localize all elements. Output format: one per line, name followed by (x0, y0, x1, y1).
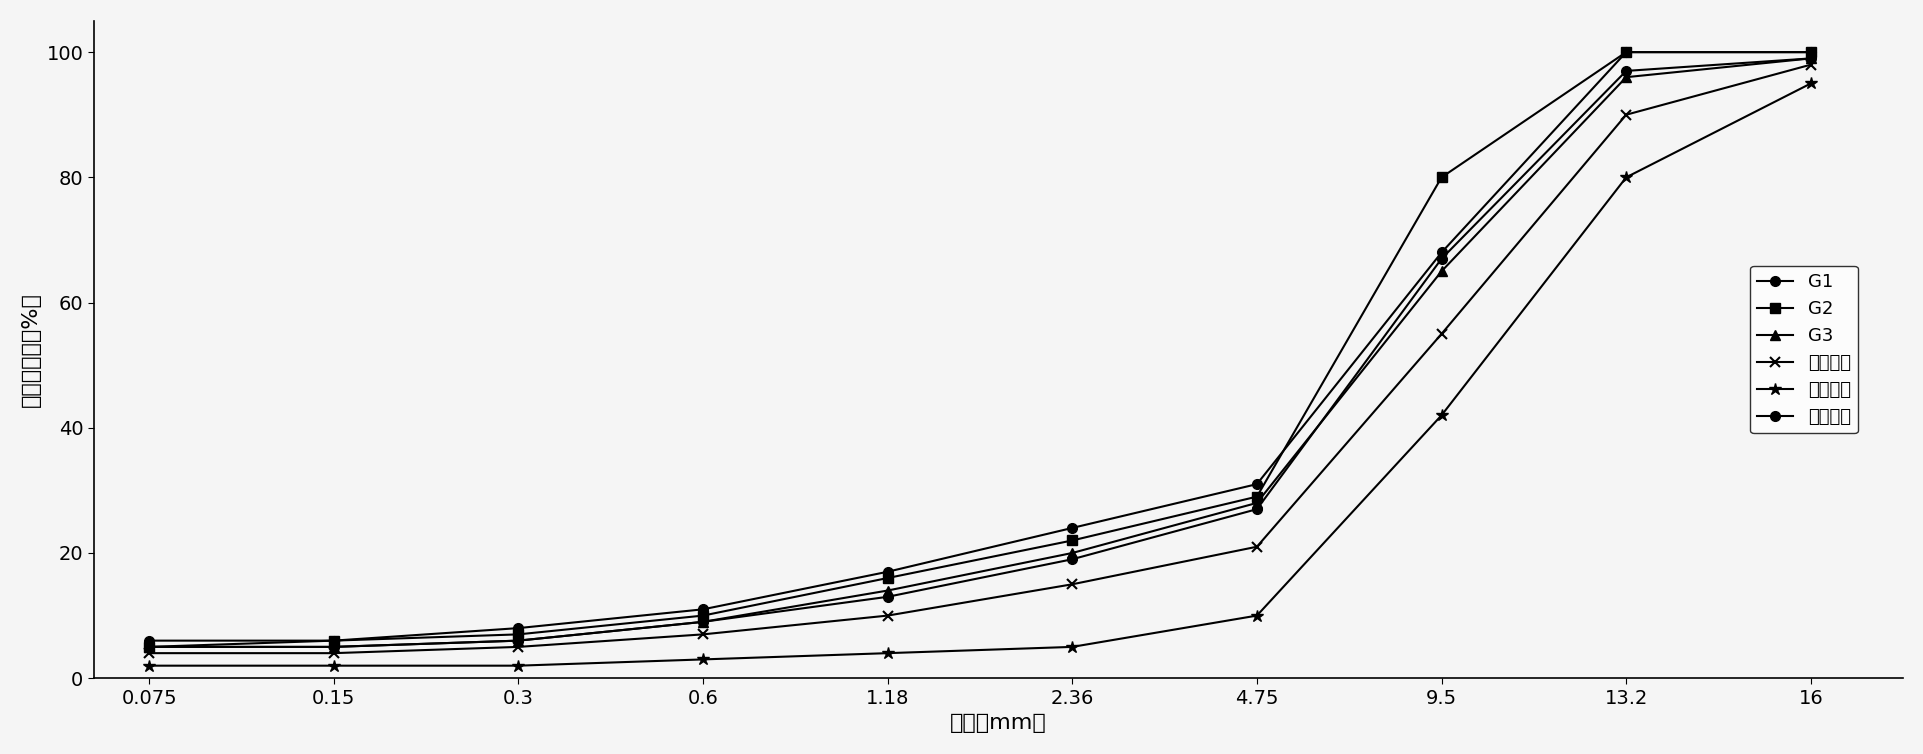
G3 (875, 586, 898, 595)
规范中値 (1429, 329, 1452, 339)
Line: G3: G3 (144, 54, 1815, 651)
规范下限 (1429, 411, 1452, 420)
G2 (1613, 48, 1636, 57)
X-axis label: 粒径（mm）: 粒径（mm） (950, 713, 1046, 733)
G3 (1429, 267, 1452, 276)
G3 (1244, 498, 1267, 507)
Line: 规范下限: 规范下限 (142, 77, 1815, 672)
规范下限 (321, 661, 344, 670)
G1 (875, 593, 898, 602)
Line: G2: G2 (144, 48, 1815, 651)
规范下限 (1798, 79, 1821, 88)
Y-axis label: 累计通过率（%）: 累计通过率（%） (21, 292, 40, 407)
规范中値 (875, 611, 898, 620)
规范上限 (1060, 523, 1083, 532)
规范上限 (506, 624, 529, 633)
规范中値 (690, 630, 713, 639)
规范上限 (1798, 48, 1821, 57)
G3 (137, 642, 160, 651)
规范下限 (690, 655, 713, 664)
G2 (1244, 492, 1267, 501)
G2 (321, 636, 344, 645)
规范下限 (1613, 173, 1636, 182)
G1 (506, 636, 529, 645)
G3 (1060, 548, 1083, 557)
G1 (1798, 54, 1821, 63)
规范下限 (506, 661, 529, 670)
规范下限 (1060, 642, 1083, 651)
规范下限 (1244, 611, 1267, 620)
Legend: G1, G2, G3, 规范中値, 规范下限, 规范上限: G1, G2, G3, 规范中値, 规范下限, 规范上限 (1750, 265, 1858, 434)
G3 (1798, 54, 1821, 63)
G1 (137, 642, 160, 651)
规范下限 (137, 661, 160, 670)
Line: 规范中値: 规范中値 (144, 60, 1815, 658)
规范中値 (137, 648, 160, 657)
G2 (690, 611, 713, 620)
G1 (1613, 66, 1636, 75)
G3 (1613, 72, 1636, 81)
G2 (506, 630, 529, 639)
Line: G1: G1 (144, 54, 1815, 651)
G3 (690, 618, 713, 627)
G3 (506, 636, 529, 645)
规范中値 (1060, 580, 1083, 589)
规范下限 (875, 648, 898, 657)
Line: 规范上限: 规范上限 (144, 48, 1815, 645)
规范中値 (1244, 542, 1267, 551)
G1 (1429, 254, 1452, 263)
规范中値 (1613, 110, 1636, 119)
G1 (690, 618, 713, 627)
规范中値 (1798, 60, 1821, 69)
规范上限 (1244, 480, 1267, 489)
规范中値 (321, 648, 344, 657)
G1 (321, 642, 344, 651)
规范上限 (1429, 248, 1452, 257)
G2 (1798, 48, 1821, 57)
G1 (1244, 504, 1267, 513)
规范上限 (875, 567, 898, 576)
规范上限 (137, 636, 160, 645)
规范中値 (506, 642, 529, 651)
G2 (875, 574, 898, 583)
G2 (1429, 173, 1452, 182)
G1 (1060, 555, 1083, 564)
G3 (321, 642, 344, 651)
规范上限 (690, 605, 713, 614)
G2 (1060, 536, 1083, 545)
规范上限 (1613, 48, 1636, 57)
G2 (137, 642, 160, 651)
规范上限 (321, 636, 344, 645)
